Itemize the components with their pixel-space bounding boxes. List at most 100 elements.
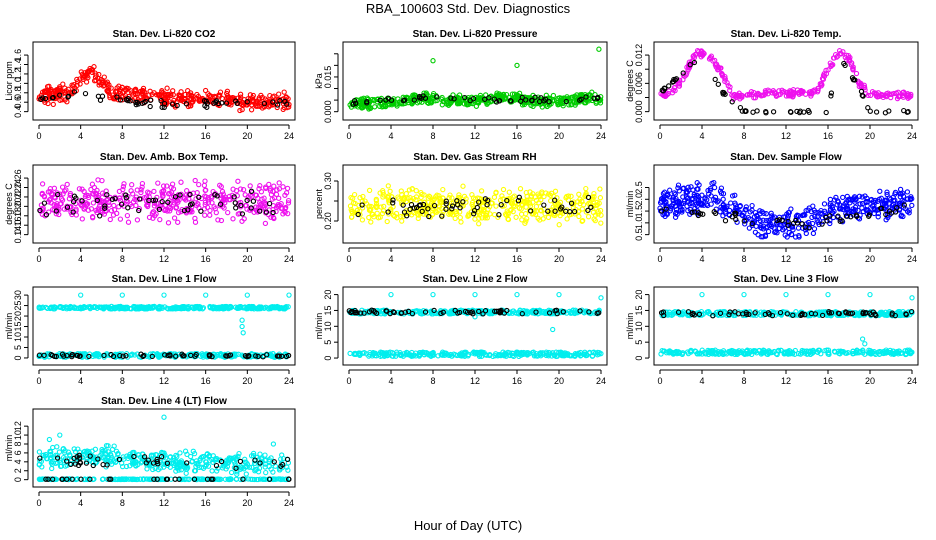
data-point xyxy=(77,76,83,82)
data-point xyxy=(217,192,224,198)
data-point xyxy=(865,105,871,111)
data-point xyxy=(137,88,143,95)
data-point xyxy=(284,185,291,192)
y-axis-label: degrees C xyxy=(625,60,635,102)
data-point xyxy=(347,203,354,209)
data-point xyxy=(425,206,431,212)
data-point xyxy=(164,208,170,214)
data-point xyxy=(138,189,144,196)
data-point xyxy=(138,187,144,193)
data-point xyxy=(217,182,223,188)
data-point xyxy=(538,197,544,203)
y-tick-label: 10 xyxy=(13,332,23,342)
data-point xyxy=(168,92,174,99)
data-point xyxy=(528,102,534,109)
data-point xyxy=(52,195,58,201)
data-point xyxy=(261,100,268,107)
data-point xyxy=(97,213,103,219)
data-point xyxy=(104,192,110,198)
data-point xyxy=(777,91,783,98)
data-point xyxy=(685,67,691,73)
data-point xyxy=(202,87,209,94)
data-point xyxy=(577,97,583,103)
data-point xyxy=(160,188,166,195)
data-point xyxy=(576,191,582,197)
y-tick-label: 0.5 xyxy=(634,228,644,241)
data-point xyxy=(284,101,290,107)
data-point xyxy=(73,206,79,212)
data-point xyxy=(112,195,118,202)
data-point xyxy=(730,96,737,102)
data-point xyxy=(64,99,70,105)
data-point xyxy=(720,196,726,202)
data-point xyxy=(205,199,212,205)
x-tick-label: 20 xyxy=(554,131,564,141)
data-point xyxy=(263,210,269,216)
data-point xyxy=(834,54,840,60)
data-point xyxy=(262,220,269,227)
data-point xyxy=(449,195,455,201)
data-point xyxy=(125,199,131,205)
plot-frame xyxy=(32,41,296,121)
data-point xyxy=(572,211,578,217)
data-point xyxy=(513,214,519,220)
data-point xyxy=(159,89,165,95)
data-point xyxy=(400,202,406,208)
data-point xyxy=(146,214,153,221)
data-point xyxy=(596,46,602,52)
data-point xyxy=(585,207,591,214)
data-point xyxy=(214,193,220,199)
data-point xyxy=(598,220,604,226)
data-point xyxy=(160,193,166,200)
data-point xyxy=(727,84,733,90)
data-point xyxy=(165,220,172,226)
data-point xyxy=(732,192,738,198)
data-point xyxy=(500,186,507,193)
data-point xyxy=(449,203,456,209)
data-point xyxy=(388,208,394,214)
data-point xyxy=(258,189,265,195)
data-point xyxy=(472,216,478,222)
y-tick-label: 2.5 xyxy=(634,181,644,194)
data-point xyxy=(247,183,253,189)
data-point xyxy=(207,212,213,218)
x-tick-label: 12 xyxy=(159,254,169,264)
data-point xyxy=(806,109,812,115)
y-tick-label: 1.5 xyxy=(634,205,644,218)
data-point xyxy=(456,192,462,198)
data-point xyxy=(147,88,153,94)
data-point xyxy=(853,70,860,77)
data-point xyxy=(39,181,46,187)
data-point xyxy=(218,217,225,224)
data-point xyxy=(369,96,375,103)
data-point xyxy=(230,186,236,192)
x-tick-label: 12 xyxy=(470,254,480,264)
data-point xyxy=(722,73,728,80)
data-point xyxy=(514,291,520,298)
data-point xyxy=(485,197,491,204)
y-tick-label: 0.20 xyxy=(13,198,23,216)
data-point xyxy=(717,209,723,215)
data-point xyxy=(129,182,135,188)
data-point xyxy=(466,212,472,219)
data-point xyxy=(506,189,512,195)
data-point xyxy=(385,183,391,189)
data-point xyxy=(96,82,102,88)
data-point xyxy=(120,186,126,193)
data-point xyxy=(80,75,86,81)
data-point xyxy=(184,188,190,194)
x-tick-label: 20 xyxy=(554,254,564,264)
data-point xyxy=(390,197,396,203)
figure-title: RBA_100603 Std. Dev. Diagnostics xyxy=(366,1,571,16)
data-point xyxy=(88,67,95,73)
data-point xyxy=(97,97,104,103)
y-tick-label: 0.006 xyxy=(634,72,644,95)
data-point xyxy=(237,186,244,192)
data-point xyxy=(479,97,485,103)
data-point xyxy=(93,77,99,83)
panel-title: Stan. Dev. Gas Stream RH xyxy=(413,152,536,163)
data-point xyxy=(593,202,599,209)
data-point xyxy=(742,108,748,114)
data-point xyxy=(457,205,463,211)
